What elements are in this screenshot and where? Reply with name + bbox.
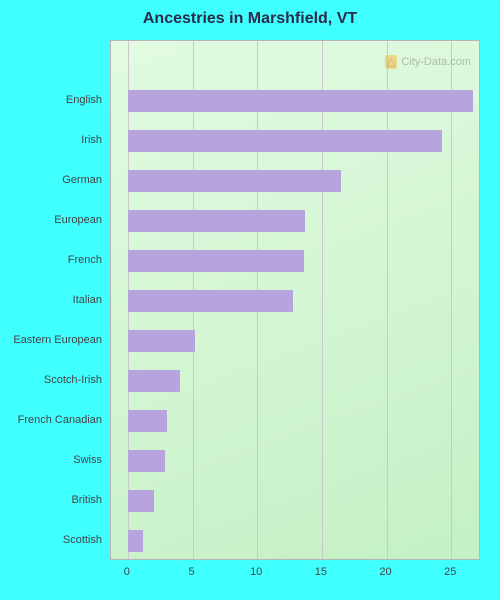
y-tick-label: Eastern European [0, 334, 102, 346]
y-tick-label: French [0, 254, 102, 266]
y-tick-label: European [0, 214, 102, 226]
x-tick-label: 20 [379, 566, 391, 578]
bar [128, 90, 473, 112]
gridline [322, 41, 323, 559]
chart-title: Ancestries in Marshfield, VT [0, 10, 500, 28]
y-tick-label: Scottish [0, 534, 102, 546]
x-tick-label: 10 [250, 566, 262, 578]
bar [128, 450, 166, 472]
y-tick-label: Irish [0, 134, 102, 146]
y-tick-label: English [0, 94, 102, 106]
bar [128, 170, 341, 192]
bar [128, 330, 195, 352]
watermark: ⌂ City-Data.com [385, 55, 471, 69]
y-tick-label: Swiss [0, 454, 102, 466]
bar [128, 290, 294, 312]
x-tick-label: 5 [188, 566, 194, 578]
y-tick-label: French Canadian [0, 414, 102, 426]
bar [128, 410, 167, 432]
y-tick-label: British [0, 494, 102, 506]
gridline [387, 41, 388, 559]
bar [128, 490, 154, 512]
y-tick-label: Scotch-Irish [0, 374, 102, 386]
house-icon: ⌂ [385, 55, 397, 69]
x-tick-label: 25 [444, 566, 456, 578]
bar [128, 210, 305, 232]
y-tick-label: Italian [0, 294, 102, 306]
watermark-text: City-Data.com [401, 56, 471, 68]
bar [128, 250, 304, 272]
plot-area: ⌂ City-Data.com [110, 40, 480, 560]
bar [128, 370, 180, 392]
y-tick-label: German [0, 174, 102, 186]
x-tick-label: 0 [124, 566, 130, 578]
chart-canvas: Ancestries in Marshfield, VT ⌂ City-Data… [0, 0, 500, 600]
x-tick-label: 15 [315, 566, 327, 578]
bar [128, 530, 144, 552]
bar [128, 130, 442, 152]
gridline [451, 41, 452, 559]
